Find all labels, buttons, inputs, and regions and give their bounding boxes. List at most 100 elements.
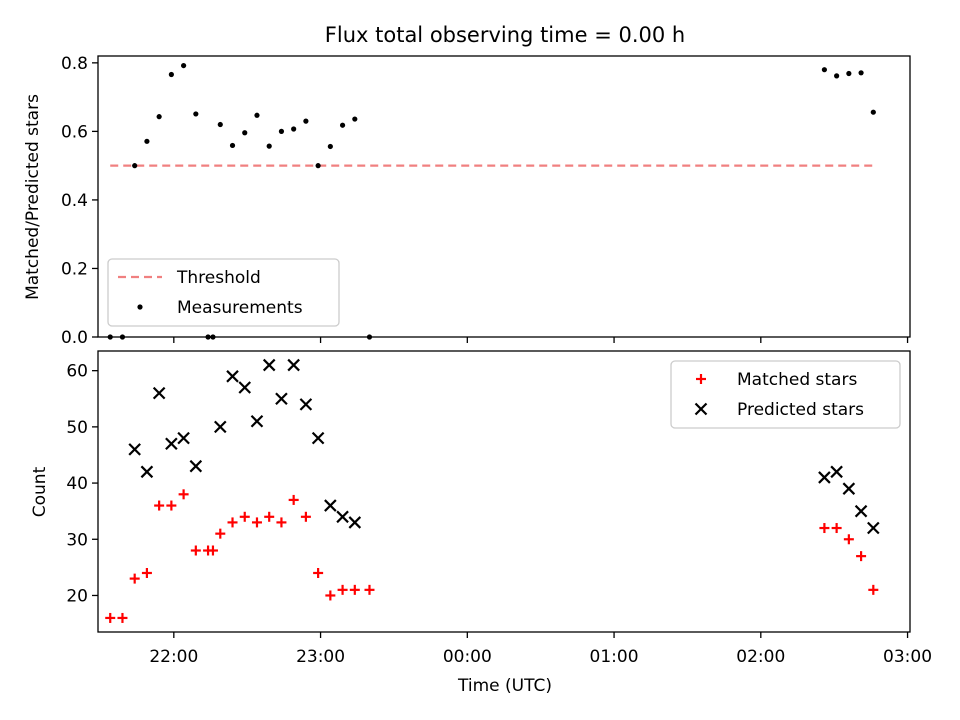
matched-star-point	[349, 584, 360, 595]
measurement-point	[217, 121, 223, 128]
count-y-axis-label: Count	[30, 466, 50, 517]
predicted-stars-legend-marker	[694, 402, 708, 416]
predicted-star-point	[238, 381, 252, 394]
count-x-tick-label: 00:00	[443, 647, 492, 667]
measurement-point	[132, 163, 138, 169]
count-x-tick-label: 23:00	[296, 647, 345, 667]
matched-star-point	[215, 528, 226, 539]
matched-legend-plus	[696, 374, 706, 384]
matched-star-point	[325, 590, 336, 601]
matched-star-point	[843, 534, 854, 545]
matched-star-point	[154, 500, 165, 511]
ratio-y-axis: 0.0 0.2 0.4 0.6 0.8	[61, 54, 98, 348]
measurement-point	[291, 126, 297, 132]
measurement-point	[858, 70, 864, 76]
predicted-star-point	[299, 398, 313, 411]
matched-star-point	[117, 612, 128, 623]
predicted-star-point	[140, 465, 154, 479]
ratio-y-tick-label: 0.8	[61, 54, 88, 74]
matched-stars-legend-label: Matched stars	[737, 370, 857, 390]
predicted-star-point	[262, 358, 276, 372]
predicted-star-point	[818, 471, 831, 484]
matched-star-point	[166, 500, 177, 511]
count-y-tick-label: 30	[66, 530, 88, 550]
count-x-axis: 22:00 23:00 00:00 01:00 02:00 03:00	[149, 632, 932, 667]
measurement-point	[352, 116, 358, 122]
matched-star-point	[364, 584, 375, 595]
matched-star-point	[868, 584, 879, 595]
measurement-point	[144, 138, 150, 144]
x-axis-label: Time (UTC)	[457, 676, 552, 696]
matched-star-point	[313, 567, 324, 578]
matched-star-point	[264, 511, 275, 522]
predicted-star-point	[324, 499, 337, 512]
matched-star-point	[190, 545, 201, 556]
predicted-star-point	[854, 504, 868, 518]
ratio-y-tick-label: 0.6	[61, 122, 88, 142]
measurement-point	[339, 122, 346, 128]
predicted-star-point	[226, 370, 239, 383]
matched-star-point	[227, 517, 238, 528]
count-x-tick-label: 03:00	[883, 647, 932, 667]
measurement-point	[834, 73, 840, 79]
measurement-point	[181, 62, 187, 69]
count-panel-frame	[97, 350, 911, 633]
measurement-point	[156, 114, 162, 120]
matched-star-point	[831, 523, 842, 534]
predicted-star-point	[177, 431, 190, 445]
matched-star-point	[239, 511, 250, 522]
measurement-point	[327, 143, 333, 150]
chart-title: Flux total observing time = 0.00 h	[325, 23, 685, 47]
count-y-tick-label: 60	[66, 362, 88, 382]
count-x-tick-label: 01:00	[590, 647, 639, 667]
ratio-legend: Threshold Measurements	[107, 258, 340, 327]
matched-star-point	[288, 494, 299, 505]
predicted-star-point	[311, 431, 325, 445]
predicted-star-point	[336, 510, 349, 524]
ratio-legend-box	[107, 258, 340, 327]
threshold-legend-label: Threshold	[176, 268, 261, 288]
count-y-tick-label: 50	[66, 418, 88, 438]
matched-star-point	[337, 584, 348, 595]
ratio-y-axis-label: Matched/Predicted stars	[23, 94, 43, 300]
predicted-star-point	[214, 420, 227, 434]
matched-star-point	[141, 567, 152, 578]
predicted-star-point	[128, 443, 141, 456]
matched-star-point	[251, 517, 262, 528]
measurement-point	[303, 118, 309, 124]
measurement-point	[870, 109, 876, 115]
count-y-tick-label: 20	[66, 586, 88, 606]
predicted-star-point	[348, 516, 362, 529]
ratio-y-tick-label: 0.4	[61, 191, 88, 211]
predicted-star-point	[250, 414, 264, 428]
count-panel: 20 30 40 50 60 22:00 23:00 00:00 01:00 02:00 03:0…	[30, 350, 932, 696]
count-legend-box	[670, 360, 901, 429]
measurement-point	[846, 70, 852, 77]
measurement-point	[242, 130, 248, 136]
count-x-tick-label: 22:00	[149, 647, 198, 667]
measurement-point	[266, 143, 272, 149]
predicted-star-point	[275, 392, 288, 406]
predicted-star-point	[287, 358, 300, 372]
ratio-x-ticks	[173, 337, 909, 343]
ratio-panel-frame	[97, 55, 911, 338]
measurement-point	[229, 142, 236, 149]
ratio-y-tick-label: 0.2	[61, 259, 88, 279]
matched-star-point	[207, 545, 218, 556]
predicted-star-point	[867, 521, 880, 535]
measurement-point	[254, 112, 260, 118]
matched-star-point	[105, 612, 116, 623]
measurements-legend-marker	[137, 304, 143, 310]
predicted-star-point	[842, 482, 856, 495]
predicted-legend-x	[694, 402, 708, 416]
measurement-point	[315, 163, 321, 169]
count-x-tick-label: 02:00	[736, 647, 785, 667]
measurement-point	[278, 128, 285, 134]
predicted-star-point	[830, 465, 843, 479]
measurements-legend-label: Measurements	[177, 298, 303, 318]
count-marks	[105, 358, 880, 623]
ratio-y-tick-label: 0.0	[61, 328, 88, 348]
matched-star-point	[300, 511, 311, 522]
